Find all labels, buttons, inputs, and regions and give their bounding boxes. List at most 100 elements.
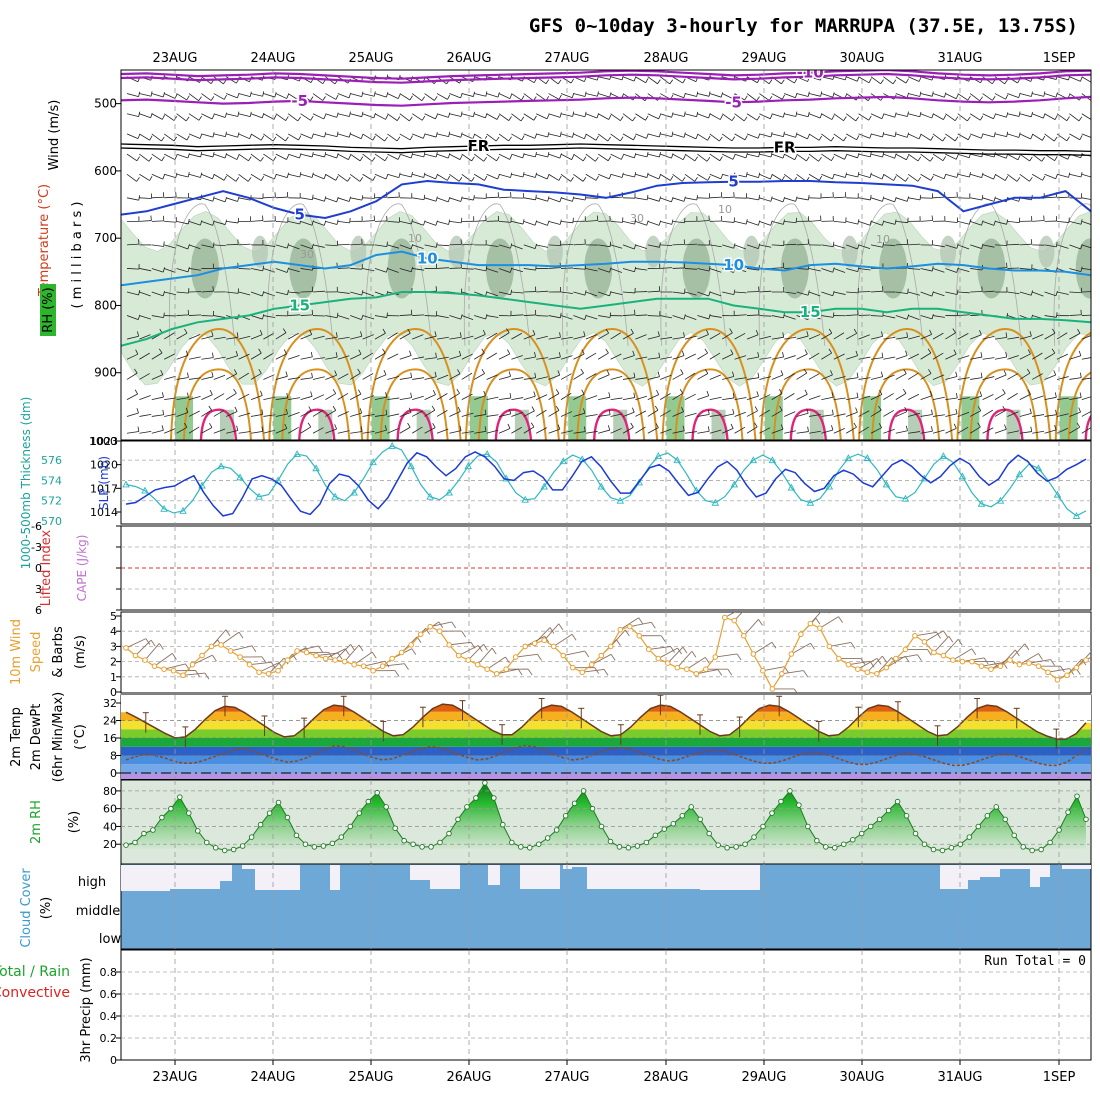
wind10m-barb-shaft [182, 672, 205, 676]
upper-wind-barb-shaft [1044, 93, 1057, 98]
upper-wind-barb-shaft [399, 314, 412, 316]
rh-marker [814, 837, 820, 844]
upper-wind-barb-shaft [151, 113, 163, 120]
wind10m-barb-flag [1038, 653, 1043, 660]
upper-wind-barb-shaft [1007, 430, 1020, 434]
upper-wind-barb-flag [410, 392, 413, 398]
rh-marker [284, 814, 291, 821]
upper-wind-barb-flag [646, 194, 649, 200]
upper-wind-barb-flag [383, 370, 387, 375]
upper-wind-barb-shaft [486, 196, 499, 199]
rh-marker [293, 832, 300, 839]
cloud-high-gap [121, 865, 170, 891]
upper-wind-barb-shaft [213, 197, 226, 203]
upper-wind-barb-flag [633, 392, 636, 398]
upper-wind-barb-flag [259, 329, 263, 335]
upper-wind-barb-flag [758, 172, 761, 178]
upper-wind-barb-shaft [746, 410, 758, 417]
rh-marker [356, 810, 363, 816]
upper-wind-barb-shaft [573, 113, 586, 118]
upper-wind-barb-shaft [412, 334, 424, 340]
upper-wind-barb-shaft [833, 244, 846, 249]
upper-wind-barb-flag [284, 423, 288, 429]
wind10m-barb-flag [1091, 651, 1095, 657]
upper-wind-barb-flag [902, 388, 907, 394]
wind10m-barb-shaft [515, 653, 538, 658]
slp-gridlines [121, 441, 1091, 524]
precip-axis-label-a: Total / Rain [0, 964, 70, 980]
upper-wind-barb-flag [981, 172, 984, 178]
upper-wind-barb-shaft [920, 153, 931, 162]
upper-wind-barb-shaft [1056, 291, 1069, 295]
upper-wind-barb-shaft [920, 414, 933, 417]
upper-axis-labels: Wind (m/s) Temperature (°C) [37, 100, 62, 297]
wind-speed-marker [760, 667, 766, 674]
upper-wind-barb-flag [952, 328, 956, 333]
upper-wind-barb-shaft [870, 113, 883, 120]
upper-wind-barb-shaft [374, 429, 387, 434]
upper-wind-barb-shaft [275, 196, 288, 199]
upper-wind-barb-shaft [288, 355, 300, 360]
upper-wind-barb-shaft [697, 220, 710, 222]
wind10m-barb-flag [957, 638, 963, 646]
wind-speed-marker [978, 663, 985, 669]
upper-wind-barb-shaft [511, 411, 523, 417]
upper-wind-barb-shaft [1044, 414, 1057, 417]
upper-wind-barb-flag [595, 156, 599, 162]
upper-wind-barb-shaft [659, 76, 671, 85]
upper-wind-barb-shaft [399, 133, 411, 141]
upper-wind-barb-flag [927, 348, 932, 354]
upper-wind-barb-flag [473, 111, 475, 117]
upper-wind-barb-shaft [746, 93, 757, 102]
upper-wind-barb-shaft [225, 173, 237, 182]
upper-wind-barb-flag [1002, 406, 1006, 411]
wind10m-barb-flag [838, 616, 843, 623]
upper-wind-barb-flag [510, 172, 513, 178]
upper-wind-barb-flag [803, 368, 808, 374]
upper-wind-barb-flag [807, 426, 809, 432]
upper-wind-barb-shaft [1007, 355, 1019, 360]
thickness-marker [787, 483, 796, 491]
upper-wind-barb-shaft [597, 352, 609, 360]
upper-wind-barb-shaft [560, 392, 572, 400]
upper-wind-barb-flag [969, 171, 971, 178]
upper-wind-barb-flag [1066, 136, 1070, 142]
upper-wind-barb-flag [783, 312, 785, 318]
date-labels-bottom: 23AUG 24AUG 25AUG 26AUG 27AUG 28AUG 29AUG 30AUG… [152, 1070, 1075, 1085]
upper-wind-barb-shaft [1069, 291, 1082, 294]
rh-marker [697, 816, 703, 823]
upper-wind-barb-shaft [226, 291, 239, 294]
upper-wind-barb-shaft [746, 356, 759, 360]
upper-wind-barb-shaft [374, 396, 387, 401]
rh-contour-label: 10 [718, 203, 732, 216]
upper-wind-barb-flag [605, 348, 609, 354]
upper-wind-barb-flag [534, 352, 536, 358]
upper-wind-barb-flag [931, 426, 933, 432]
y-tick-label: 6 [35, 604, 42, 617]
wind10m-barb-flag [384, 661, 390, 668]
upper-wind-barb-shaft [833, 76, 846, 81]
cloud-high-gap [488, 865, 500, 885]
upper-wind-barb-shaft [970, 133, 982, 139]
upper-wind-barb-flag [583, 408, 586, 414]
thickness-marker [559, 457, 567, 465]
upper-wind-barb-flag [955, 154, 959, 160]
upper-wind-barb-shaft [759, 133, 772, 138]
upper-wind-barb-shaft [784, 355, 796, 360]
upper-wind-barb-flag [832, 409, 834, 415]
upper-wind-barb-flag [929, 390, 933, 396]
upper-wind-barb-shaft [1044, 291, 1057, 297]
cloud-high-gap [980, 865, 1000, 877]
upper-wind-barb-shaft [585, 93, 598, 97]
thickness-marker [236, 473, 244, 481]
upper-wind-barb-shaft [969, 426, 981, 434]
y-tick-label: 4 [110, 625, 117, 638]
upper-wind-barb-shaft [387, 413, 400, 417]
upper-wind-barb-shaft [870, 173, 883, 180]
upper-wind-barb-shaft [486, 396, 499, 401]
upper-wind-barb-flag [286, 243, 289, 249]
upper-wind-barb-shaft [833, 173, 846, 178]
upper-wind-barb-shaft [622, 244, 635, 250]
upper-wind-barb-shaft [300, 268, 313, 271]
upper-wind-barb-shaft [263, 352, 274, 360]
